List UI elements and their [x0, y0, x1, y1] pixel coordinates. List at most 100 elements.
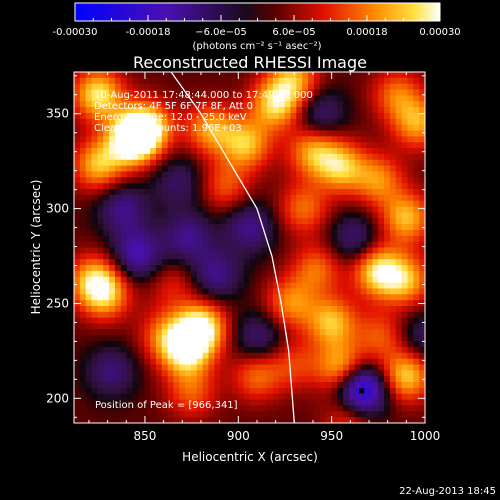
- heatmap-cell: [126, 194, 133, 202]
- heatmap-cell: [132, 89, 139, 96]
- heatmap-cell: [126, 77, 133, 85]
- heatmap-cell: [366, 229, 373, 237]
- heatmap-cell: [220, 247, 227, 254]
- heatmap-cell: [103, 364, 110, 371]
- heatmap-cell: [272, 107, 280, 114]
- heatmap-cell: [372, 153, 379, 161]
- heatmap-cell: [290, 77, 297, 85]
- heatmap-cell: [132, 346, 139, 354]
- heatmap-cell: [261, 124, 268, 131]
- heatmap-cell: [109, 148, 116, 155]
- heatmap-cell: [372, 95, 379, 102]
- heatmap-cell: [120, 405, 128, 412]
- heatmap-cell: [91, 306, 98, 313]
- heatmap-cell: [337, 317, 344, 324]
- heatmap-cell: [255, 329, 262, 336]
- heatmap-cell: [109, 294, 116, 301]
- heatmap-cell: [173, 183, 180, 190]
- heatmap-cell: [407, 89, 414, 96]
- heatmap-cell: [296, 259, 303, 266]
- heatmap-cell: [272, 83, 280, 90]
- heatmap-cell: [302, 95, 309, 102]
- heatmap-cell: [167, 300, 174, 307]
- heatmap-cell: [144, 72, 151, 79]
- heatmap-cell: [378, 387, 385, 395]
- heatmap-cell: [331, 294, 338, 301]
- heatmap-cell: [354, 329, 362, 336]
- heatmap-cell: [196, 253, 204, 260]
- heatmap-cell: [150, 224, 157, 231]
- heatmap-cell: [255, 124, 262, 131]
- heatmap-cell: [261, 370, 268, 377]
- heatmap-cell: [109, 288, 116, 295]
- heatmap-cell: [348, 165, 356, 172]
- heatmap-cell: [237, 358, 245, 365]
- heatmap-cell: [331, 335, 338, 342]
- heatmap-cell: [337, 300, 344, 307]
- heatmap-cell: [313, 352, 321, 360]
- heatmap-cell: [155, 352, 163, 360]
- heatmap-cell: [325, 235, 332, 243]
- heatmap-cell: [413, 405, 420, 412]
- heatmap-cell: [214, 358, 221, 365]
- heatmap-cell: [179, 370, 186, 377]
- heatmap-cell: [278, 370, 285, 377]
- heatmap-cell: [384, 335, 391, 342]
- heatmap-cell: [214, 335, 221, 342]
- heatmap-cell: [185, 218, 192, 225]
- heatmap-cell: [226, 270, 233, 278]
- heatmap-cell: [208, 358, 215, 365]
- heatmap-cell: [220, 358, 227, 365]
- heatmap-cell: [249, 224, 256, 231]
- heatmap-cell: [155, 393, 163, 400]
- heatmap-cell: [302, 229, 309, 237]
- heatmap-cell: [290, 177, 297, 184]
- heatmap-cell: [120, 265, 128, 272]
- heatmap-cell: [114, 241, 122, 248]
- heatmap-cell: [319, 200, 326, 207]
- heatmap-cell: [348, 265, 356, 272]
- heatmap-cell: [278, 165, 285, 172]
- heatmap-cell: [208, 405, 215, 412]
- heatmap-cell: [74, 294, 81, 301]
- heatmap-cell: [91, 183, 98, 190]
- heatmap-cell: [144, 241, 151, 248]
- heatmap-cell: [202, 346, 209, 354]
- heatmap-cell: [319, 417, 326, 423]
- heatmap-cell: [325, 399, 332, 406]
- heatmap-cell: [214, 346, 221, 354]
- heatmap-cell: [249, 194, 256, 202]
- heatmap-cell: [91, 335, 98, 342]
- heatmap-cell: [384, 294, 391, 301]
- heatmap-cell: [120, 72, 128, 79]
- heatmap-cell: [331, 72, 338, 79]
- heatmap-cell: [360, 382, 367, 389]
- heatmap-cell: [395, 311, 402, 319]
- heatmap-cell: [79, 329, 87, 336]
- heatmap-cell: [196, 393, 204, 400]
- heatmap-cell: [79, 206, 87, 213]
- plot-frame: [73, 71, 426, 424]
- heatmap-cell: [138, 89, 145, 96]
- heatmap-cell: [354, 335, 362, 342]
- heatmap-cell: [267, 259, 274, 266]
- heatmap-cell: [296, 183, 303, 190]
- heatmap-cell: [413, 229, 420, 237]
- heatmap-cell: [150, 399, 157, 406]
- heatmap-cell: [419, 218, 425, 225]
- heatmap-cell: [319, 206, 326, 213]
- heatmap-cell: [237, 276, 245, 283]
- heatmap-cell: [407, 165, 414, 172]
- heatmap-cell: [302, 376, 309, 383]
- heatmap-cell: [155, 317, 163, 324]
- heatmap-cell: [255, 352, 262, 360]
- heatmap-cell: [401, 229, 408, 237]
- heatmap-cell: [103, 153, 110, 161]
- heatmap-cell: [196, 411, 204, 418]
- heatmap-cell: [348, 311, 356, 319]
- heatmap-cell: [173, 77, 180, 85]
- heatmap-cell: [185, 405, 192, 412]
- heatmap-cell: [208, 376, 215, 383]
- heatmap-cell: [290, 259, 297, 266]
